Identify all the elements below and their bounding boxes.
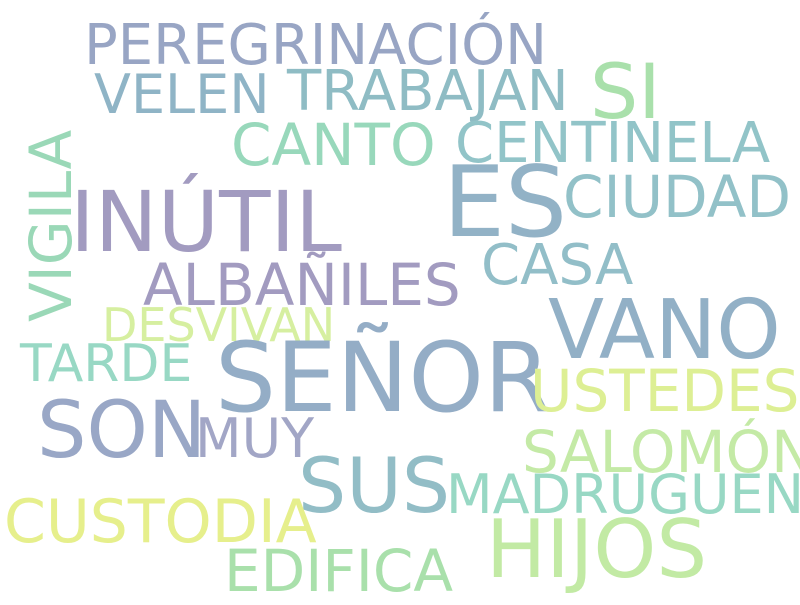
word-velen: VELEN	[94, 63, 270, 126]
word-senor: SEÑOR	[215, 322, 551, 434]
word-vano: VANO	[548, 283, 781, 378]
word-ciudad: CIUDAD	[563, 163, 792, 231]
word-muy: MUY	[195, 407, 315, 470]
word-casa: CASA	[481, 233, 634, 298]
word-si: SI	[590, 47, 661, 136]
word-inutil: INÚTIL	[70, 173, 342, 271]
word-desvivan: DESVIVAN	[102, 298, 336, 352]
word-salomon: SALOMÓN	[522, 418, 800, 486]
word-madruguen: MADRUGUEN	[446, 463, 800, 526]
word-ustedes: USTEDES	[530, 357, 800, 425]
word-albaniles: ALBAÑILES	[143, 251, 461, 319]
word-son: SON	[37, 386, 207, 476]
word-es: ES	[443, 146, 568, 260]
word-custodia: CUSTODIA	[4, 487, 317, 557]
word-tarde: TARDE	[20, 334, 193, 394]
word-edifica: EDIFICA	[224, 537, 454, 605]
word-trabajan: TRABAJAN	[287, 59, 569, 124]
word-peregrinacion: PEREGRINACIÓN	[84, 13, 548, 78]
word-hijos: HIJOS	[486, 503, 708, 596]
word-centinela: CENTINELA	[455, 111, 771, 176]
word-sus: SUS	[298, 441, 451, 530]
word-canto: CANTO	[231, 111, 436, 179]
